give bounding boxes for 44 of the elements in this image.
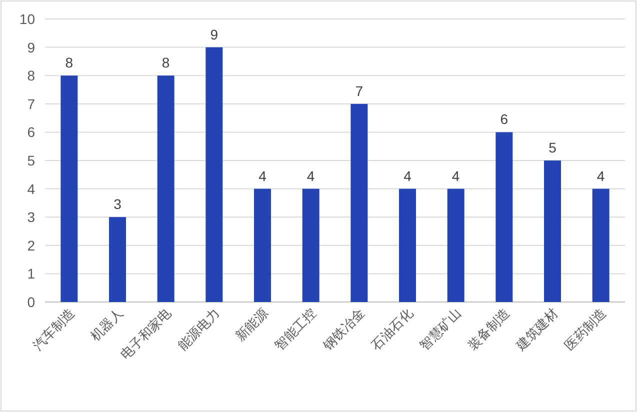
y-tick-label: 9 xyxy=(27,39,36,56)
data-label: 8 xyxy=(65,54,74,71)
bar xyxy=(399,188,416,302)
data-label: 4 xyxy=(306,168,315,184)
bar xyxy=(206,47,223,302)
bar xyxy=(109,217,126,302)
data-label: 4 xyxy=(258,168,267,184)
bar xyxy=(496,132,513,302)
y-tick-label: 2 xyxy=(27,237,36,254)
x-tick-label: 机器人 xyxy=(87,306,126,344)
x-tick-label: 建筑建材 xyxy=(512,306,561,354)
x-tick-label: 智慧矿山 xyxy=(416,306,464,353)
x-tick-label: 新能源 xyxy=(232,306,271,344)
data-label: 7 xyxy=(355,82,364,99)
x-tick-label: 医药制造 xyxy=(562,306,609,353)
data-label: 3 xyxy=(114,196,122,212)
y-tick-label: 8 xyxy=(27,68,36,84)
bar xyxy=(350,104,368,302)
bar xyxy=(592,188,610,302)
data-label: 4 xyxy=(596,168,605,184)
x-tick-label: 石油石化 xyxy=(368,306,416,353)
data-label: 8 xyxy=(162,54,170,71)
data-label: 5 xyxy=(548,140,557,156)
bar xyxy=(254,188,271,302)
y-tick-label: 3 xyxy=(27,209,36,226)
data-label: 4 xyxy=(452,168,460,184)
bar xyxy=(302,188,320,302)
bar xyxy=(60,76,78,302)
x-tick-label: 装备制造 xyxy=(464,306,512,353)
x-tick-label: 能源电力 xyxy=(174,306,222,353)
x-tick-label: 钢铁冶金 xyxy=(319,306,368,354)
data-label: 9 xyxy=(210,26,218,42)
y-tick-label: 7 xyxy=(27,96,36,112)
data-label: 6 xyxy=(500,111,508,128)
y-tick-label: 10 xyxy=(19,11,36,27)
bar xyxy=(157,76,174,302)
bar xyxy=(544,160,561,302)
y-tick-label: 5 xyxy=(27,152,36,168)
y-tick-label: 1 xyxy=(27,266,36,282)
y-tick-label: 6 xyxy=(27,124,36,140)
data-label: 4 xyxy=(404,168,412,184)
bar xyxy=(447,188,464,302)
x-tick-label: 智能工控 xyxy=(272,306,319,353)
y-tick-label: 4 xyxy=(27,180,36,197)
